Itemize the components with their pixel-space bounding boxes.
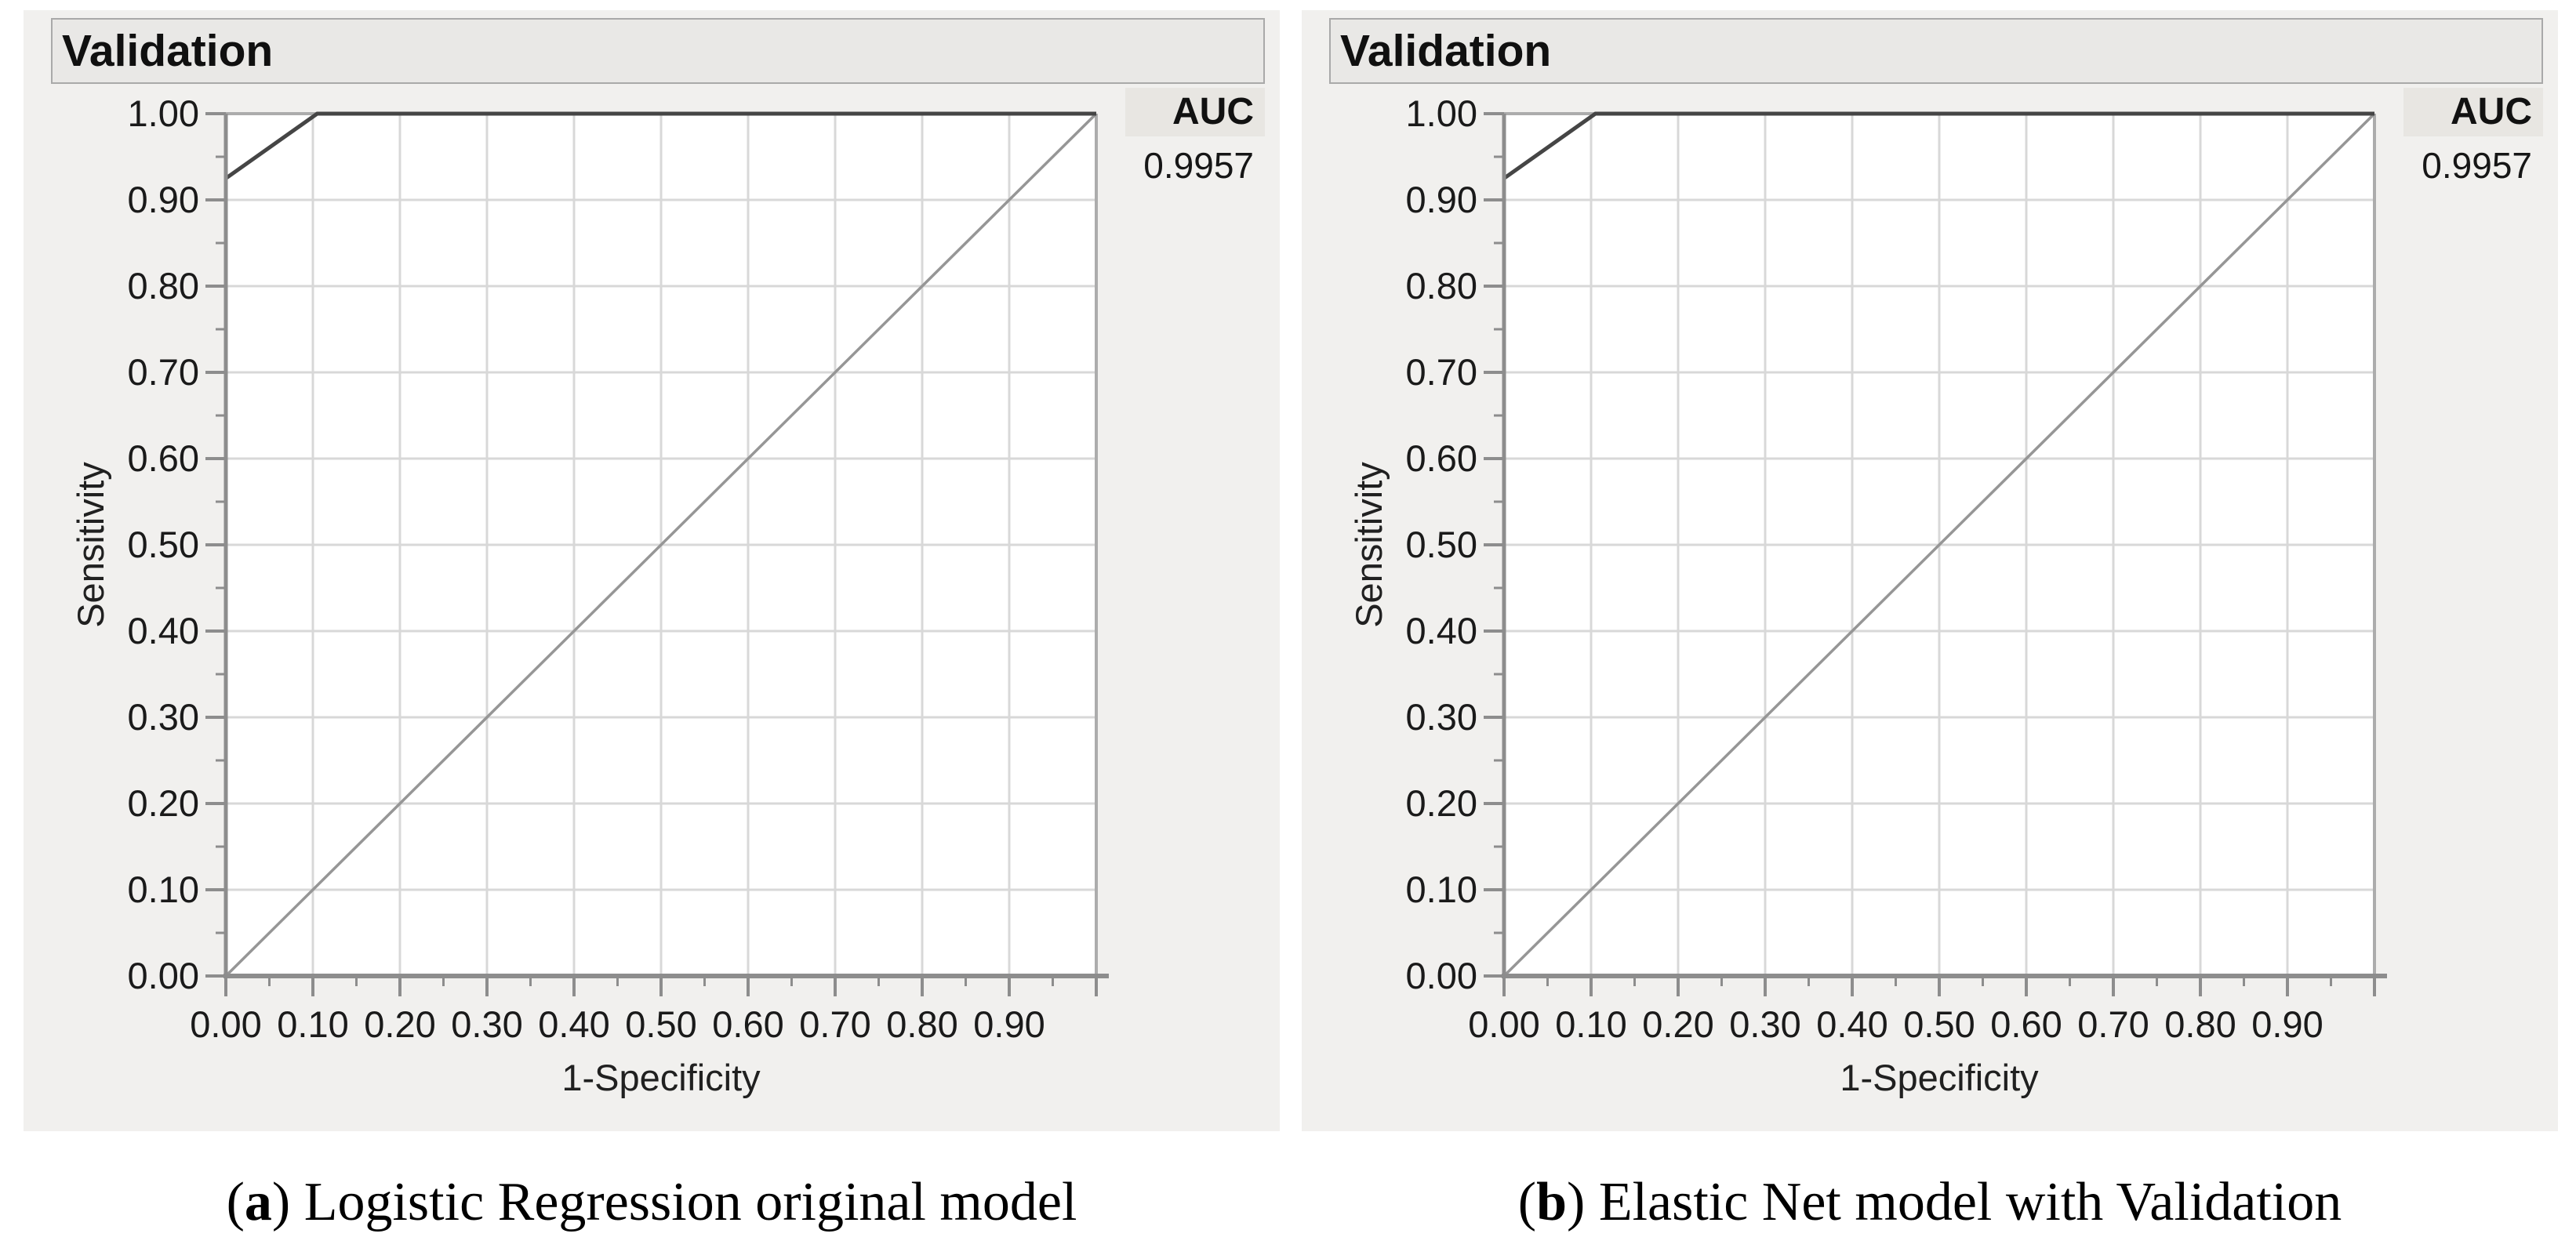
y-tick-label: 0.80: [1406, 265, 1477, 307]
x-tick-label: 0.00: [1468, 1003, 1539, 1045]
caption-b-text: Elastic Net model with Validation: [1585, 1172, 2342, 1232]
y-tick-label: 0.50: [128, 524, 199, 565]
x-tick-label: 0.70: [799, 1003, 870, 1045]
validation-panel-a: Validation AUC 0.9957 Sensitivity 1-Spec…: [24, 10, 1280, 1131]
caption-a-letter: a: [244, 1172, 272, 1232]
x-tick-label: 0.80: [2164, 1003, 2236, 1045]
y-tick-label: 0.10: [128, 869, 199, 910]
caption-a-text: Logistic Regression original model: [290, 1172, 1077, 1232]
x-tick-label: 0.10: [1555, 1003, 1626, 1045]
x-tick-label: 0.20: [364, 1003, 435, 1045]
y-tick-label: 0.20: [1406, 782, 1477, 824]
caption-a-suffix: ): [271, 1172, 291, 1232]
y-tick-label: 0.30: [1406, 696, 1477, 738]
auc-header: AUC: [1125, 88, 1265, 136]
caption-b: (b) Elastic Net model with Validation: [1302, 1171, 2558, 1234]
x-tick-label: 0.80: [886, 1003, 957, 1045]
diagonal-reference-line: [224, 112, 1098, 978]
x-tick-label: 0.40: [1816, 1003, 1887, 1045]
x-tick-label: 0.50: [1903, 1003, 1975, 1045]
y-tick-label: 0.20: [128, 782, 199, 824]
x-tick-label: 0.20: [1642, 1003, 1713, 1045]
caption-a: (a) Logistic Regression original model: [24, 1171, 1280, 1234]
x-tick-label: 0.50: [625, 1003, 696, 1045]
validation-panel-b: Validation AUC 0.9957 Sensitivity 1-Spec…: [1302, 10, 2558, 1131]
x-tick-label: 0.30: [1729, 1003, 1800, 1045]
caption-b-letter: b: [1536, 1172, 1567, 1232]
y-tick-label: 0.10: [1406, 869, 1477, 910]
auc-value: 0.9957: [1143, 145, 1254, 186]
x-tick-label: 0.60: [1990, 1003, 2062, 1045]
x-tick-label: 0.70: [2077, 1003, 2149, 1045]
y-tick-label: 0.40: [128, 610, 199, 651]
x-axis-title: 1-Specificity: [1840, 1057, 2039, 1098]
y-tick-label: 1.00: [128, 93, 199, 134]
roc-plot-a: 0.00 0.10 0.20 0.30 0.40 0.50 0.60 0.70 0.80 0.90…: [128, 93, 1109, 1045]
y-tick-label: 0.30: [128, 696, 199, 738]
y-tick-label: 0.00: [1406, 955, 1477, 996]
caption-a-prefix: (: [226, 1172, 245, 1232]
auc-header: AUC: [2403, 88, 2543, 136]
y-tick-label: 0.70: [128, 351, 199, 393]
panel-header: Validation: [1329, 18, 2543, 84]
y-tick-label: 0.70: [1406, 351, 1477, 393]
y-tick-label: 0.60: [128, 437, 199, 479]
diagonal-reference-line: [1502, 112, 2376, 978]
x-tick-label: 0.90: [973, 1003, 1045, 1045]
y-tick-label: 0.80: [128, 265, 199, 307]
auc-header-label: AUC: [2451, 91, 2532, 132]
y-tick-label: 0.50: [1406, 524, 1477, 565]
y-tick-label: 0.60: [1406, 437, 1477, 479]
y-tick-label: 1.00: [1406, 93, 1477, 134]
x-axis-title: 1-Specificity: [561, 1057, 761, 1098]
y-tick-label: 0.90: [128, 179, 199, 220]
auc-header-label: AUC: [1172, 91, 1254, 132]
x-tick-label: 0.10: [277, 1003, 348, 1045]
x-tick-label: 0.40: [538, 1003, 609, 1045]
roc-plot-b: 0.00 0.10 0.20 0.30 0.40 0.50 0.60 0.70 0.80 0.90…: [1406, 93, 2387, 1045]
caption-b-suffix: ): [1567, 1172, 1586, 1232]
x-tick-label: 0.00: [190, 1003, 261, 1045]
x-tick-label: 0.90: [2251, 1003, 2323, 1045]
y-tick-label: 0.00: [128, 955, 199, 996]
y-tick-label: 0.40: [1406, 610, 1477, 651]
x-tick-label: 0.30: [451, 1003, 522, 1045]
panel-title: Validation: [1340, 26, 1552, 76]
auc-value: 0.9957: [2422, 145, 2532, 186]
x-tick-label: 0.60: [712, 1003, 783, 1045]
caption-b-prefix: (: [1517, 1172, 1537, 1232]
panel-title: Validation: [62, 26, 274, 76]
y-tick-label: 0.90: [1406, 179, 1477, 220]
panel-header: Validation: [51, 18, 1265, 84]
